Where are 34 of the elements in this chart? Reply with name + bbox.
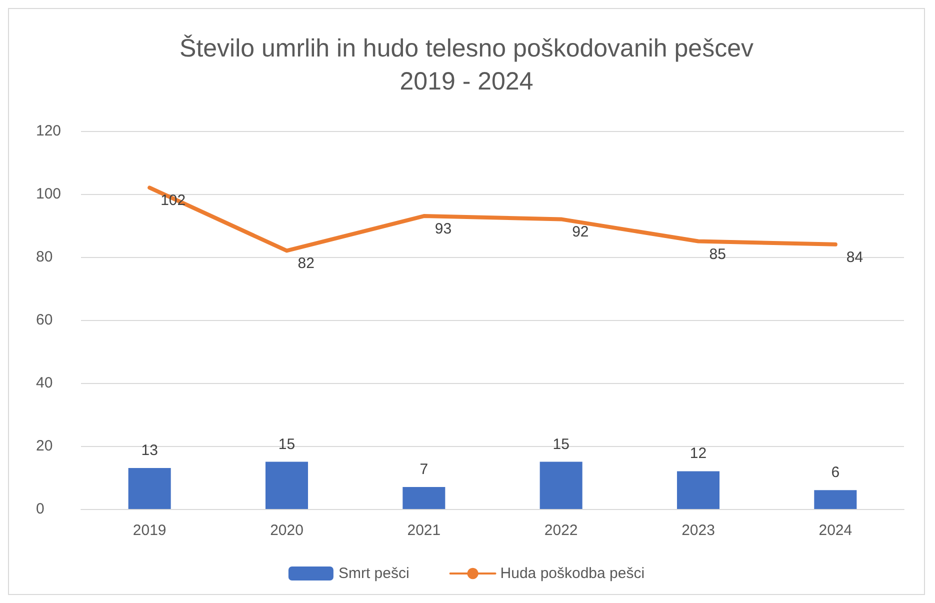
data-label: 82	[298, 255, 314, 272]
y-tick-label: 60	[36, 312, 53, 328]
data-label: 12	[690, 445, 707, 462]
x-tick-label: 2019	[132, 522, 166, 539]
y-tick-label: 120	[36, 122, 62, 140]
y-tick-label: 20	[36, 438, 53, 454]
y-tick-label: 0	[36, 500, 44, 518]
data-label: 15	[278, 436, 296, 453]
data-label: 92	[572, 224, 589, 241]
bar	[265, 462, 308, 509]
y-tick-label: 40	[36, 374, 53, 392]
data-label: 7	[420, 460, 428, 478]
chart-title: Število umrlih in hudo telesno poškodovanih pešcev	[180, 34, 754, 62]
x-tick-label: 2022	[544, 522, 578, 539]
data-label: 84	[846, 248, 864, 266]
legend-label: Huda poškodba pešci	[500, 565, 645, 582]
x-tick-label: 2024	[818, 522, 852, 539]
data-label: 85	[709, 246, 726, 263]
x-tick-label: 2021	[407, 522, 441, 539]
x-tick-label: 2020	[270, 522, 304, 539]
bar	[676, 471, 720, 509]
legend-label: Smrt pešci	[338, 565, 410, 582]
data-label: 15	[552, 436, 570, 453]
data-label: 93	[434, 220, 452, 238]
chart-subtitle: 2019 - 2024	[400, 68, 534, 96]
y-tick-label: 80	[36, 248, 53, 266]
x-tick-label: 2023	[682, 522, 715, 539]
data-label: 13	[141, 442, 158, 460]
bar	[814, 490, 857, 509]
bar	[540, 462, 582, 509]
y-tick-label: 100	[36, 186, 62, 202]
data-label: 6	[831, 464, 840, 482]
bar	[128, 468, 171, 509]
bar	[402, 486, 446, 509]
